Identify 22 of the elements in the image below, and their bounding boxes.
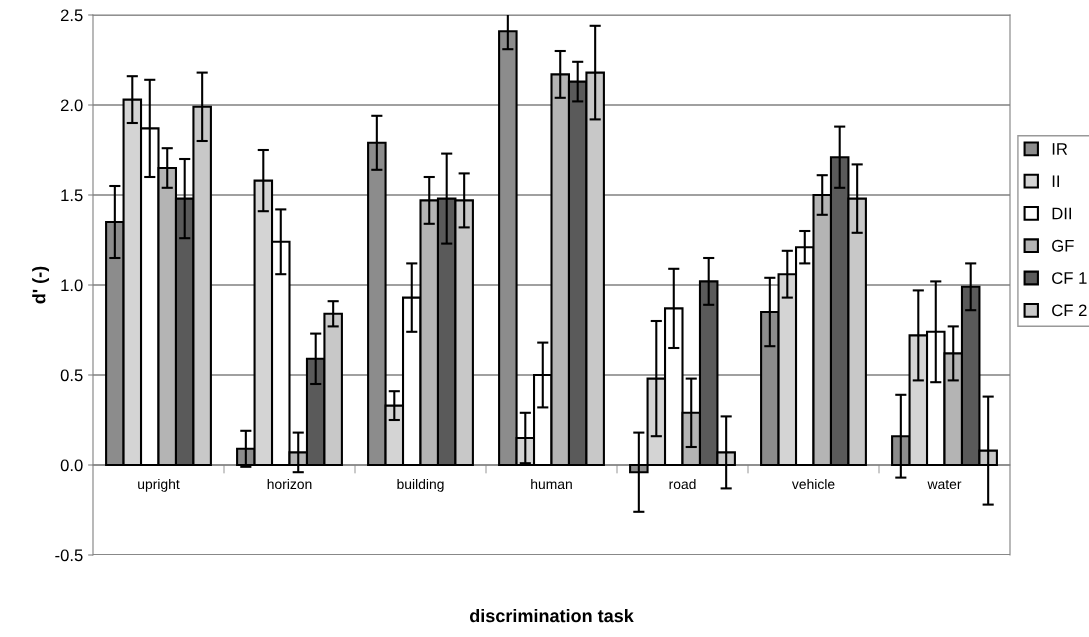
y-tick-label: -0.5 [55, 549, 83, 562]
y-tick-label: 1.5 [61, 189, 83, 202]
x-tick-label: upright [138, 478, 180, 492]
legend-label: CF 2 [1052, 304, 1087, 317]
legend-label: II [1052, 175, 1059, 187]
legend-label: IR [1052, 143, 1068, 155]
x-tick-label: water [927, 479, 962, 490]
legend-label: GF [1052, 239, 1074, 252]
y-tick-label: 0.5 [60, 369, 83, 382]
x-tick-label: vehicle [791, 478, 835, 490]
x-tick-label: building [397, 478, 444, 492]
legend-label: DII [1052, 207, 1072, 220]
y-tick-label: 1.0 [61, 279, 83, 292]
x-tick-label: horizon [267, 478, 312, 490]
legend-label: CF 1 [1052, 272, 1087, 284]
x-axis-title: discrimination task [469, 609, 634, 623]
x-tick-label: road [669, 478, 696, 490]
x-tick-label: human [531, 478, 572, 490]
y-axis-title: d' (-) [32, 266, 50, 304]
y-tick-label: 2.5 [60, 9, 83, 22]
y-tick-label: 2.0 [60, 99, 83, 112]
y-tick-label: 0.0 [60, 459, 83, 472]
